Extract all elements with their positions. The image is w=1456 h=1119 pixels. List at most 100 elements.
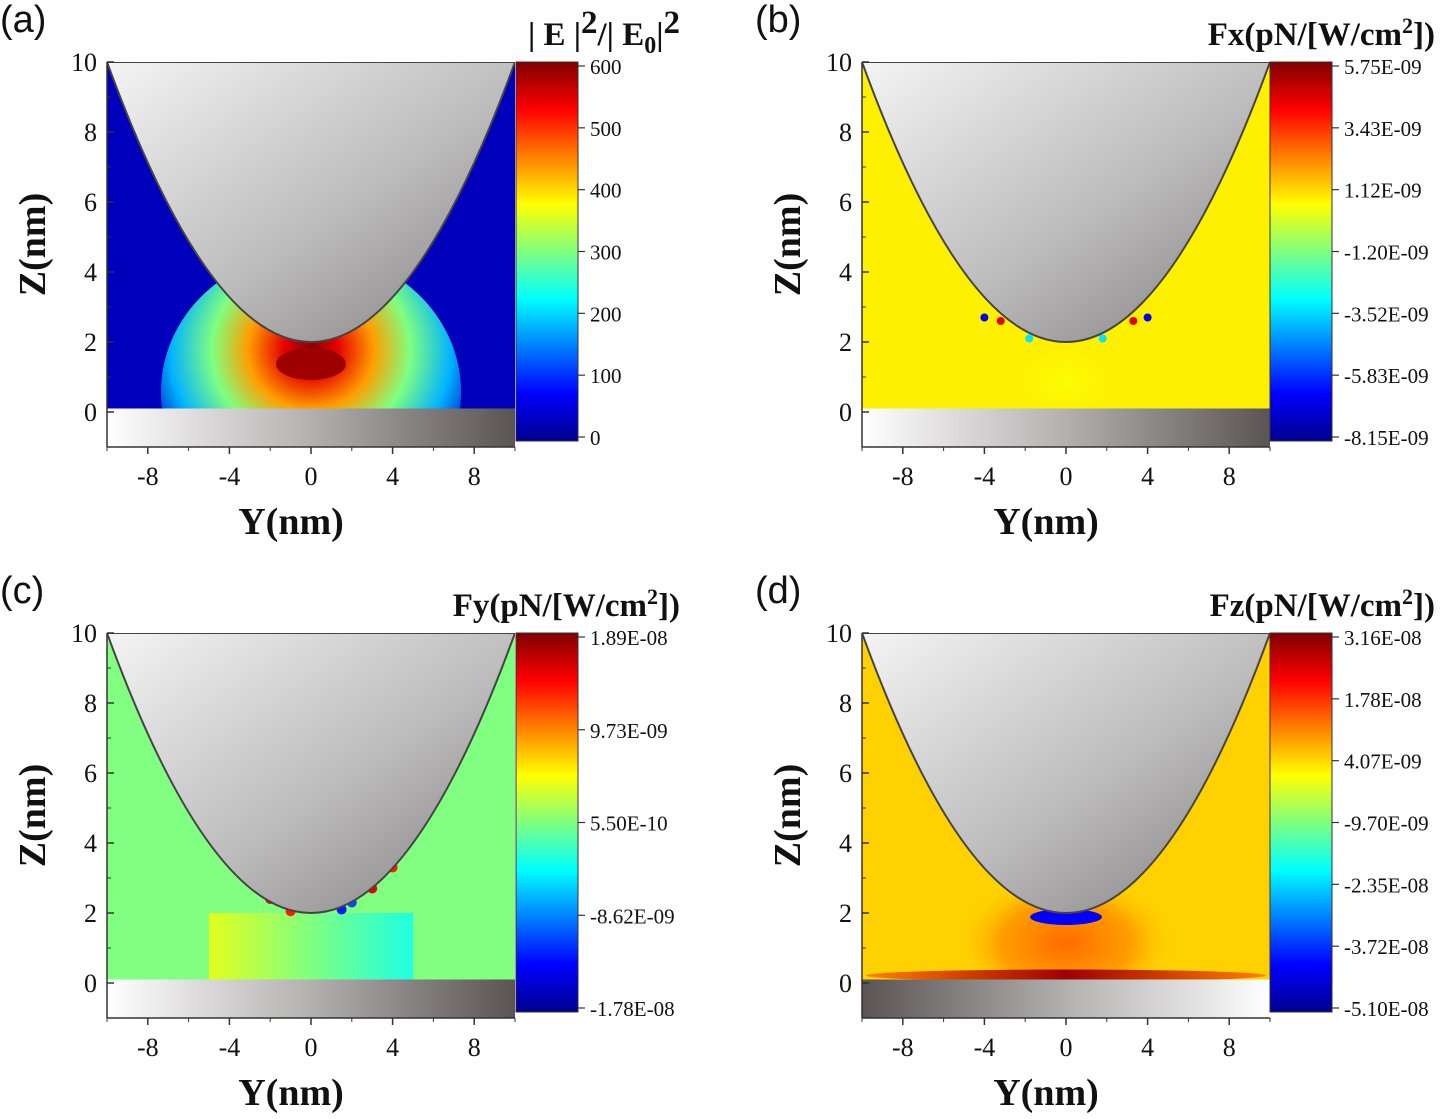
x-axis-title: Y(nm) [238,501,344,543]
x-axis-title: Y(nm) [238,1072,344,1114]
panel-a: 10 8 6 4 2 0 -8 -4 0 4 8 Y(nm) Z(nm) (a) 600 500 400 300 2… [0,0,680,543]
field-spot [980,313,989,322]
colorbar [515,632,579,1013]
colorbar [1269,61,1333,442]
y-tick-label: 0 [84,969,97,998]
field-hotspot-core [276,348,346,380]
y-tick-label: 4 [84,258,97,287]
colorbar-tick-label: -5.83E-09 [1344,364,1429,388]
colorbar-title: Fx(pN/[W/cm2]) [1208,13,1435,53]
y-axis-title: Z(nm) [767,193,809,296]
y-tick-label: 10 [826,619,852,648]
colorbar-tick-label: 400 [590,179,622,203]
panel-d: 10 8 6 4 2 0 -8 -4 0 4 8 Y(nm) Z(nm) (d) 3.16E-08 1.78E… [755,570,1435,1114]
x-tick-label: 4 [1141,1033,1154,1062]
x-tick-label: 4 [386,462,399,491]
colorbar-tick-label: -5.10E-08 [1344,997,1429,1021]
colorbar-title: | E |2/| E0|2 [528,5,680,59]
field-gradient [209,913,413,980]
x-tick-label: -4 [974,1033,996,1062]
x-tick-label: 0 [305,462,318,491]
field-glow [996,337,1136,427]
colorbar-tick-label: -9.70E-09 [1344,812,1429,836]
colorbar-tick-label: 3.43E-09 [1344,117,1422,141]
x-tick-label: 8 [1223,462,1236,491]
substrate [107,408,515,447]
panel-c: 10 8 6 4 2 0 -8 -4 0 4 8 Y(nm) Z(nm) (c) 1.89E-08 9.73E… [0,570,680,1114]
y-tick-label: 0 [839,398,852,427]
panel-label: (a) [0,0,46,41]
field-spot [996,317,1005,325]
field-spot [1098,334,1107,343]
field-features [866,873,1266,1013]
y-tick-label: 2 [839,899,852,928]
colorbar-tick-label: 1.78E-08 [1344,688,1422,712]
panel-label: (d) [755,570,801,612]
y-tick-label: 4 [839,829,852,858]
y-tick-label: 6 [84,188,97,217]
y-axis-title: Z(nm) [12,193,54,296]
colorbar-tick-label: 4.07E-09 [1344,750,1422,774]
colorbar-tick-label: -8.15E-09 [1344,426,1429,450]
panel-label: (c) [0,570,44,612]
field-features [980,313,1152,427]
colorbar-tick-label: -8.62E-09 [590,904,675,928]
y-tick-label: 0 [839,969,852,998]
x-tick-label: 0 [305,1033,318,1062]
y-tick-label: 8 [84,118,97,147]
y-tick-label: 6 [839,188,852,217]
field-spot [1129,317,1138,325]
y-tick-label: 0 [84,398,97,427]
x-tick-label: -8 [892,1033,914,1062]
panel-b: 10 8 6 4 2 0 -8 -4 0 4 8 Y(nm) Z(nm) (b) 5.75E-09 3.43E… [755,0,1435,543]
colorbar-title: Fy(pN/[W/cm2]) [453,584,680,624]
x-tick-label: 8 [1223,1033,1236,1062]
y-tick-label: 6 [839,759,852,788]
y-tick-label: 8 [839,689,852,718]
y-tick-label: 6 [84,759,97,788]
x-tick-label: -4 [219,1033,241,1062]
x-tick-label: -4 [974,462,996,491]
colorbar-tick-label: 200 [590,302,622,326]
y-tick-label: 4 [84,829,97,858]
colorbar-tick-label: 9.73E-09 [590,719,668,743]
y-tick-label: 10 [71,619,97,648]
y-tick-label: 8 [839,118,852,147]
tip [862,62,1270,343]
tip [107,633,515,914]
colorbar-tick-label: -1.78E-08 [590,997,675,1021]
x-axis-title: Y(nm) [993,1072,1099,1114]
y-tick-label: 10 [826,48,852,77]
x-tick-label: 8 [468,462,481,491]
field-spot [1025,334,1034,343]
tip [107,62,515,343]
y-axis-title: Z(nm) [767,764,809,867]
field-spot [1143,313,1152,322]
field-negative-band [1030,909,1102,925]
colorbar-tick-label: 1.89E-08 [590,626,668,650]
x-tick-label: -4 [219,462,241,491]
colorbar-tick-label: -1.20E-09 [1344,241,1429,265]
x-tick-label: -8 [137,1033,159,1062]
x-tick-label: -8 [892,462,914,491]
colorbar [1269,632,1333,1013]
x-tick-label: 8 [468,1033,481,1062]
x-tick-label: 4 [386,1033,399,1062]
substrate [107,979,515,1018]
colorbar-tick-label: 300 [590,241,622,265]
substrate [862,408,1270,447]
substrate [862,979,1270,1018]
colorbar-tick-label: -3.72E-08 [1344,935,1429,959]
colorbar-tick-label: 100 [590,364,622,388]
y-tick-label: 2 [84,899,97,928]
colorbar-tick-label: 3.16E-08 [1344,626,1422,650]
field-substrate-band [866,969,1266,982]
colorbar-tick-label: -2.35E-08 [1344,873,1429,897]
y-tick-label: 2 [84,328,97,357]
x-tick-label: 0 [1060,462,1073,491]
x-tick-label: 4 [1141,462,1154,491]
x-tick-label: 0 [1060,1033,1073,1062]
x-axis-title: Y(nm) [993,501,1099,543]
y-axis-title: Z(nm) [12,764,54,867]
